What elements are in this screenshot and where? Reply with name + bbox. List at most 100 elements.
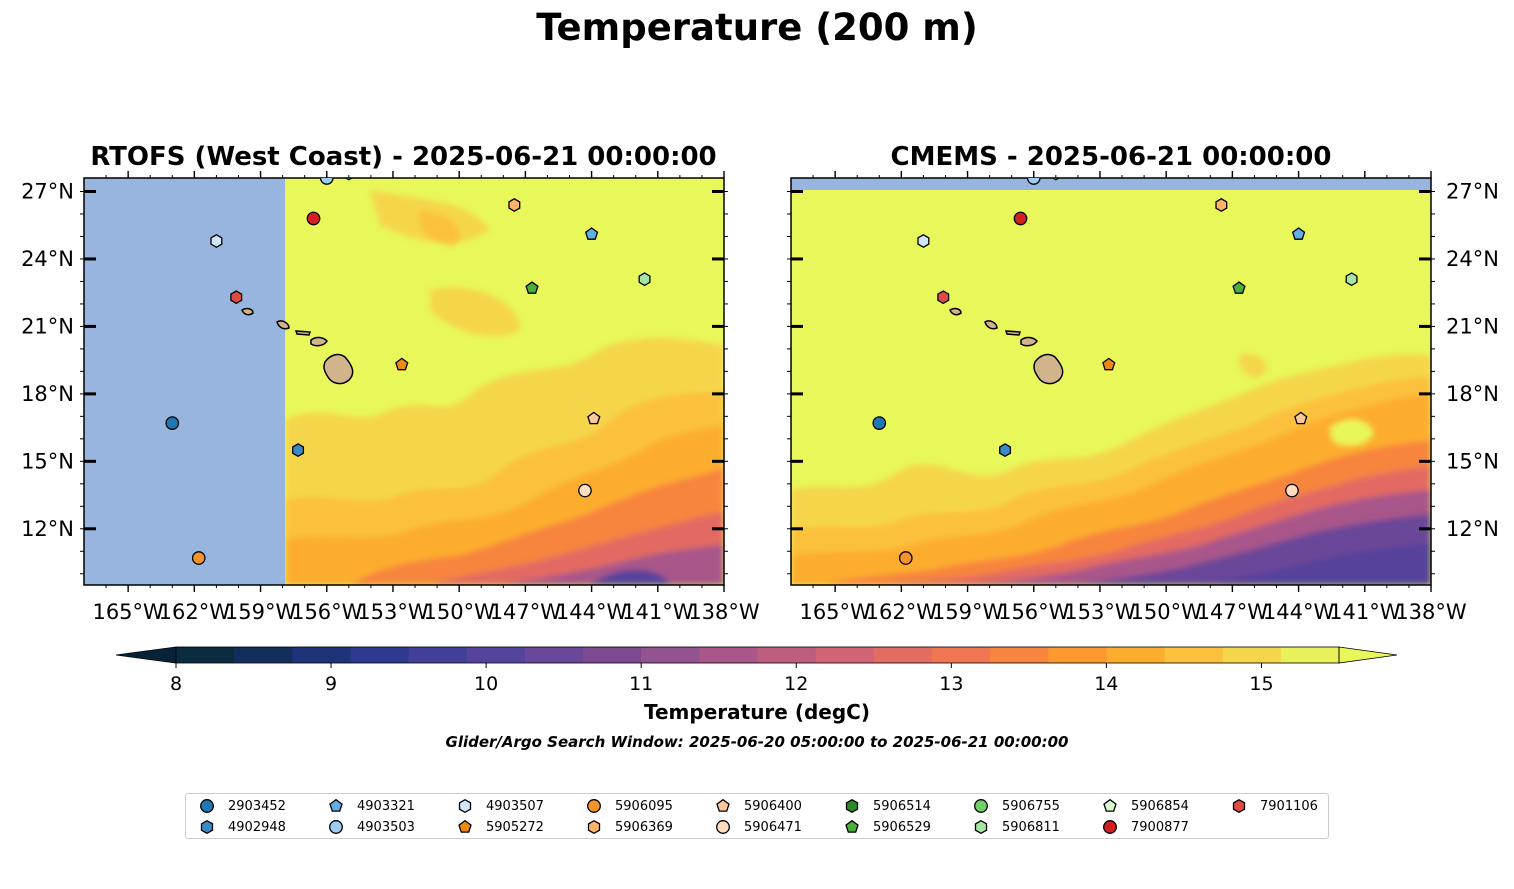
legend-marker — [329, 820, 343, 834]
colorbar-segment — [1106, 647, 1166, 663]
hexagon-marker-icon — [200, 819, 214, 835]
float-marker-7900877 — [1013, 211, 1028, 226]
legend-marker — [587, 819, 601, 835]
legend-item-5906400: 5906400 — [714, 796, 802, 816]
float-marker-4902948 — [999, 443, 1012, 458]
colorbar-segment — [1222, 647, 1282, 663]
float-marker-5906811 — [638, 272, 651, 287]
colorbar-frame — [175, 646, 1340, 664]
hawaii-islands — [241, 307, 354, 385]
colorbar-segment — [1048, 647, 1107, 663]
colorbar-segment — [466, 647, 526, 663]
float-markers-cmems — [872, 158, 1358, 565]
circle-marker-icon — [1103, 820, 1117, 834]
float-marker-4903507 — [210, 234, 223, 248]
float-marker-5906854 — [1001, 163, 1013, 174]
lat-tick-label: 21°N — [21, 314, 74, 338]
legend-label: 7901106 — [1260, 798, 1318, 814]
lat-tick-label: 18°N — [1446, 382, 1499, 406]
float-marker-4902948 — [292, 443, 305, 458]
lon-tick-label: 144°W — [556, 600, 628, 624]
hexagon-marker-icon — [1232, 798, 1246, 814]
colorbar-segment — [873, 647, 933, 663]
map-panel-cmems — [791, 178, 1431, 585]
hexagon-marker-icon — [458, 798, 472, 814]
map-axes-cmems: 165°W162°W159°W156°W153°W150°W147°W144°W… — [787, 171, 1499, 624]
lon-tick-label: 159°W — [225, 600, 297, 624]
legend-label: 5906369 — [615, 819, 673, 835]
legend-label: 5906400 — [744, 798, 802, 814]
hexagon-marker-icon — [845, 798, 859, 814]
colorbar-under-arrow — [115, 646, 177, 664]
colorbar-segment — [757, 647, 817, 663]
colorbar-tick-label: 15 — [1249, 673, 1273, 695]
contour-11 — [590, 569, 670, 585]
colorbar-segment — [292, 647, 351, 663]
legend-marker — [716, 820, 730, 834]
colorbar-segment — [350, 647, 410, 663]
colorbar: 8 9 10 11 12 13 14 15 — [115, 646, 1398, 695]
legend-label: 5906811 — [1002, 819, 1060, 835]
legend-label: 5905272 — [486, 819, 544, 835]
pentagon-marker-icon — [845, 819, 859, 833]
legend-label: 4903503 — [357, 819, 415, 835]
legend-marker — [1103, 798, 1117, 812]
hawaii-islands — [949, 307, 1064, 385]
colorbar-segment — [234, 647, 293, 663]
legend-item-4902948: 4902948 — [198, 817, 286, 837]
float-marker-5906811 — [1345, 272, 1358, 287]
legend-item-5906854: 5906854 — [1101, 796, 1189, 816]
panel-title-cmems: CMEMS - 2025-06-21 00:00:00 — [890, 142, 1332, 172]
lon-tick-label: 165°W — [92, 600, 164, 624]
legend-marker — [845, 798, 859, 814]
circle-marker-icon — [974, 799, 988, 813]
pentagon-marker-icon — [458, 819, 472, 833]
legend-marker — [200, 819, 214, 835]
ocean-mask — [84, 178, 285, 585]
colorbar-tick-label: 8 — [170, 673, 182, 695]
colorbar-segment — [815, 647, 875, 663]
hexagon-marker-icon — [587, 819, 601, 835]
float-marker-2903452 — [165, 416, 180, 430]
lon-tick-label: 153°W — [1064, 600, 1136, 624]
legend-label: 4903321 — [357, 798, 415, 814]
map-panel-rtofs — [84, 178, 724, 585]
lon-tick-label: 141°W — [622, 600, 694, 624]
temperature-contours — [791, 354, 1431, 585]
colorbar-tick-label: 14 — [1094, 673, 1118, 695]
float-marker-5906471 — [1285, 483, 1299, 498]
lat-tick-label: 15°N — [21, 449, 74, 473]
circle-marker-icon — [716, 820, 730, 834]
lon-tick-label: 159°W — [932, 600, 1004, 624]
float-marker-4903503 — [319, 178, 334, 185]
legend-marker — [200, 799, 214, 813]
lon-tick-label: 147°W — [1197, 600, 1269, 624]
legend-label: 4903507 — [486, 798, 544, 814]
legend-item-5906529: 5906529 — [843, 817, 931, 837]
legend-label: 5906095 — [615, 798, 673, 814]
lat-tick-label: 27°N — [21, 179, 74, 203]
map-frame — [83, 177, 725, 586]
legend-item-5906095: 5906095 — [585, 796, 673, 816]
float-marker-5906514 — [344, 178, 354, 181]
float-marker-5906755 — [983, 158, 995, 170]
island-molokai — [294, 330, 312, 336]
float-marker-7901106 — [937, 290, 950, 305]
legend-label: 5906529 — [873, 819, 931, 835]
float-marker-5906095 — [191, 551, 206, 565]
legend-marker — [716, 798, 730, 812]
legend-marker — [458, 819, 472, 833]
temperature-contours — [285, 190, 724, 585]
legend-label: 4902948 — [228, 819, 286, 835]
pentagon-marker-icon — [1103, 798, 1117, 812]
island-kauai — [241, 307, 254, 316]
float-legend: 2903452 4902948 4903321 4903503 4903507 59052… — [185, 793, 1329, 839]
ocean-mask-strip — [791, 178, 1431, 190]
legend-label: 5906755 — [1002, 798, 1060, 814]
figure-title: Temperature (200 m) — [536, 6, 978, 49]
colorbar-segment — [1280, 647, 1340, 663]
lon-tick-label: 144°W — [1263, 600, 1335, 624]
float-marker-5906854 — [294, 163, 306, 174]
contour-14-5-patch — [419, 210, 461, 245]
